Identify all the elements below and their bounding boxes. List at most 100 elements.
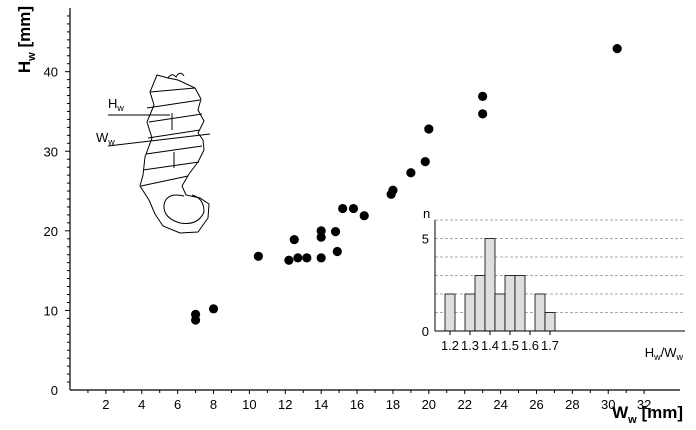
scatter-point bbox=[332, 246, 342, 257]
histogram-bar bbox=[474, 275, 486, 332]
scatter-point bbox=[330, 227, 341, 237]
scatter-point bbox=[293, 253, 303, 263]
scatter-point bbox=[284, 255, 294, 265]
x-tick-label: 12 bbox=[278, 397, 292, 412]
y-axis-title-sub: w bbox=[26, 52, 38, 62]
inset-title: n bbox=[423, 206, 430, 221]
inset-x-tick-label: 1.4 bbox=[481, 338, 499, 353]
x-axis-title-unit: [mm] bbox=[637, 403, 683, 422]
scatter-point bbox=[190, 309, 201, 319]
y-tick-label: 20 bbox=[44, 224, 58, 239]
histogram-bar bbox=[484, 238, 496, 332]
scatter-point bbox=[316, 253, 326, 263]
inset-x-axis-title: Hw/Ww bbox=[645, 345, 684, 362]
x-axis-title-main: W bbox=[612, 403, 629, 422]
x-tick-label: 20 bbox=[422, 397, 436, 412]
shell-whorl-line bbox=[142, 161, 200, 171]
histogram-bar bbox=[544, 312, 556, 332]
inset-histogram: 1.2 1.3 1.4 1.5 1.6 1.7 05 n Hw/Ww bbox=[400, 206, 690, 362]
x-tick-label: 4 bbox=[138, 397, 145, 412]
inset-x-tick-label: 1.2 bbox=[441, 338, 459, 353]
hw-figure-label-sub: w bbox=[116, 103, 124, 113]
x-tick-label: 6 bbox=[174, 397, 181, 412]
scatter-point bbox=[302, 253, 312, 263]
x-tick-label: 18 bbox=[386, 397, 400, 412]
hw-figure-label: Hw bbox=[108, 96, 124, 113]
shell-whorl-line bbox=[147, 129, 201, 139]
shell-whorl-line bbox=[146, 99, 201, 109]
scatter-point bbox=[348, 203, 359, 214]
x-tick-label: 2 bbox=[102, 397, 109, 412]
scatter-point bbox=[359, 211, 369, 221]
histogram-bar bbox=[534, 293, 546, 332]
inset-y-ticks: 05 bbox=[422, 232, 429, 340]
shell-whorl-line bbox=[149, 87, 196, 93]
histogram-bar bbox=[464, 293, 476, 332]
inset-y-tick-label: 5 bbox=[422, 232, 429, 247]
scatter-point bbox=[406, 168, 416, 178]
x-tick-label: 10 bbox=[242, 397, 256, 412]
inset-x-tick-label: 1.3 bbox=[461, 338, 479, 353]
scatter-point bbox=[316, 226, 326, 236]
y-axis-title: Hw [mm] bbox=[15, 6, 38, 73]
scatter-point bbox=[208, 304, 219, 314]
x-ticks: 2 4 6 8 10 12 14 16 18 20 22 24 26 28 30 32 bbox=[87, 390, 651, 412]
scatter-point bbox=[478, 91, 488, 101]
inset-x-title-h-sub: w bbox=[653, 352, 661, 362]
scatter-point bbox=[338, 203, 348, 214]
shell-whorl-line bbox=[148, 113, 203, 123]
x-tick-label: 16 bbox=[350, 397, 364, 412]
x-axis-title-sub: w bbox=[627, 414, 637, 426]
ww-measure-line bbox=[107, 133, 211, 147]
histogram-bar bbox=[504, 275, 516, 332]
histogram-bar bbox=[444, 293, 456, 332]
ww-figure-label-main: W bbox=[96, 130, 109, 145]
x-tick-label: 14 bbox=[314, 397, 328, 412]
inset-bars bbox=[444, 238, 556, 332]
shell-figure-drawing bbox=[107, 72, 211, 234]
shell-apex-curl bbox=[167, 72, 185, 79]
x-tick-label: 30 bbox=[601, 397, 615, 412]
x-tick-label: 26 bbox=[529, 397, 543, 412]
y-tick-label: 0 bbox=[51, 383, 58, 398]
x-tick-label: 22 bbox=[457, 397, 471, 412]
scatter-point bbox=[316, 232, 326, 242]
y-tick-label: 10 bbox=[44, 303, 58, 318]
histogram-bar bbox=[494, 293, 506, 332]
scatter-point bbox=[612, 43, 622, 54]
scatter-point bbox=[388, 185, 398, 195]
y-ticks: 0 10 20 30 40 bbox=[44, 15, 70, 398]
y-axis-title-main: H bbox=[15, 61, 34, 73]
scatter-point bbox=[289, 234, 299, 245]
scatter-point bbox=[420, 156, 430, 167]
scatter-point bbox=[478, 109, 488, 119]
histogram-bar bbox=[514, 275, 526, 332]
scatter-point bbox=[253, 251, 263, 261]
y-tick-label: 30 bbox=[44, 144, 58, 159]
inset-x-title-w: W bbox=[664, 345, 677, 360]
inset-x-title-w-sub: w bbox=[676, 352, 684, 362]
shell-whorl-line bbox=[145, 145, 203, 155]
shell-whorl-line bbox=[140, 175, 189, 187]
y-axis-title-unit: [mm] bbox=[15, 6, 34, 52]
inset-x-title-sep: / bbox=[661, 345, 665, 360]
inset-x-tick-label: 1.7 bbox=[541, 338, 559, 353]
hw-figure-label-main: H bbox=[108, 96, 117, 111]
inset-x-tick-label: 1.6 bbox=[521, 338, 539, 353]
x-tick-label: 8 bbox=[210, 397, 217, 412]
ww-figure-label: Ww bbox=[96, 130, 115, 147]
scatter-point bbox=[424, 124, 434, 134]
x-tick-label: 28 bbox=[565, 397, 579, 412]
scatter-points bbox=[190, 43, 622, 325]
inset-x-title-h: H bbox=[645, 345, 654, 360]
y-tick-label: 40 bbox=[44, 65, 58, 80]
inset-y-tick-label: 0 bbox=[422, 324, 429, 339]
inset-x-tick-label: 1.5 bbox=[501, 338, 519, 353]
shell-aperture bbox=[163, 194, 205, 224]
inset-x-ticks: 1.2 1.3 1.4 1.5 1.6 1.7 bbox=[441, 331, 559, 353]
ww-figure-label-sub: w bbox=[107, 137, 115, 147]
x-tick-label: 24 bbox=[493, 397, 507, 412]
x-tick-label: 32 bbox=[637, 397, 651, 412]
